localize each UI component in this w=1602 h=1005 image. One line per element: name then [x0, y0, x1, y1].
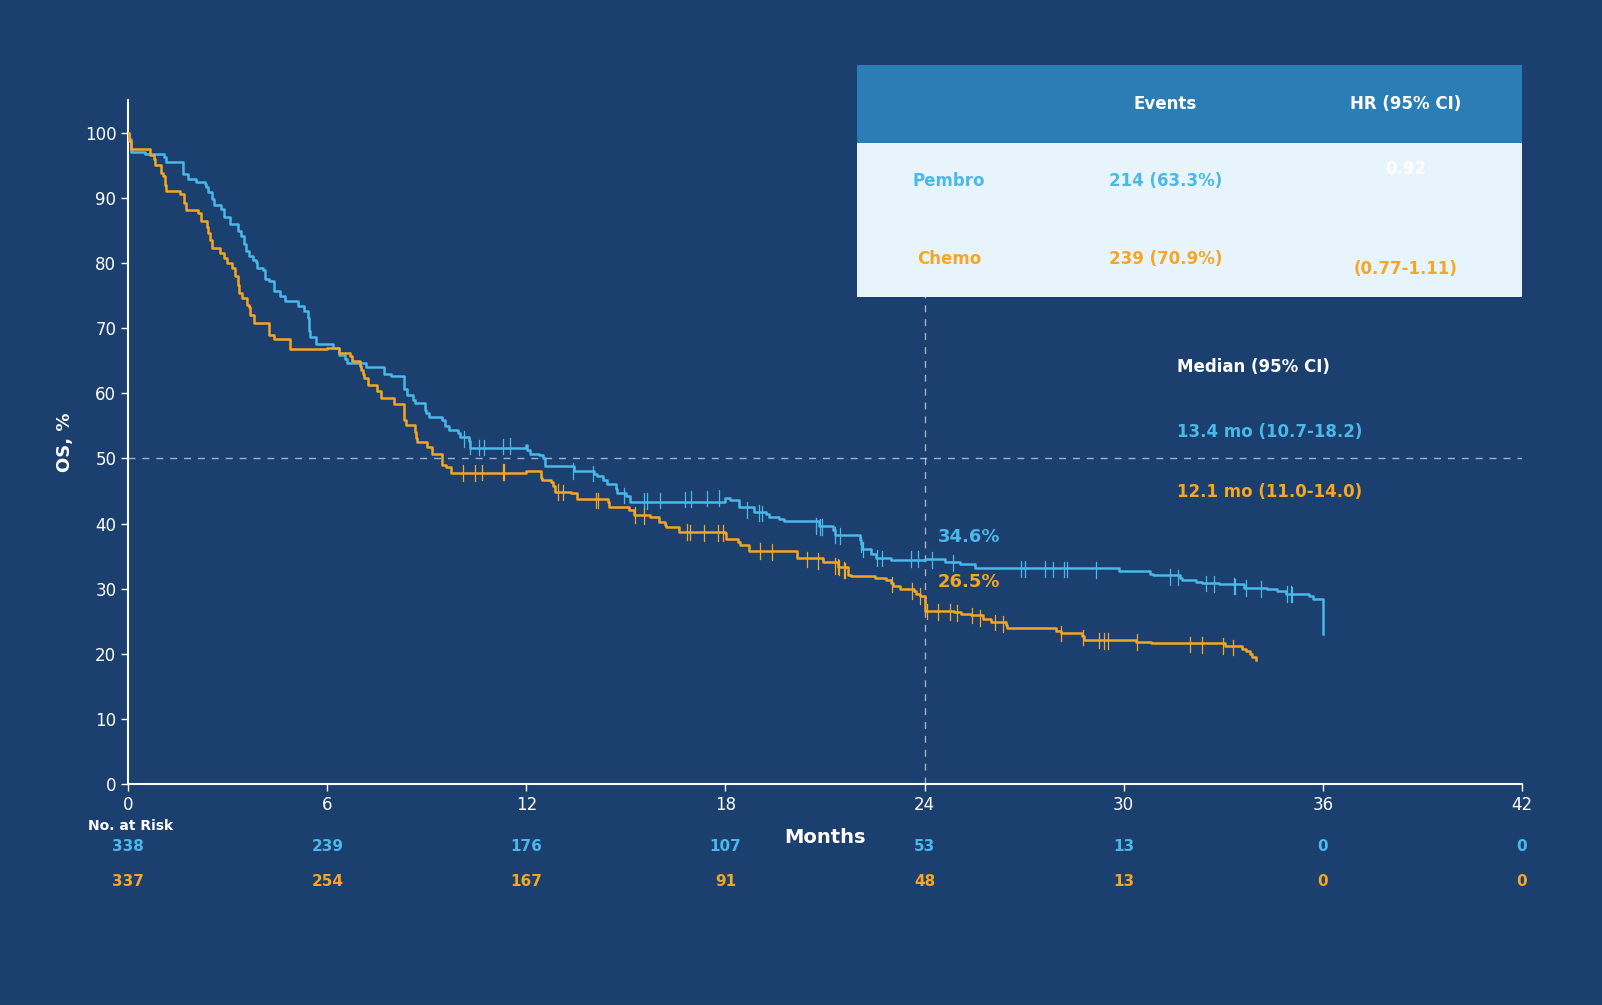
Text: 13: 13	[1113, 839, 1134, 854]
Text: 254: 254	[311, 874, 343, 889]
Text: 34.6%: 34.6%	[937, 528, 1000, 546]
Text: Events: Events	[1134, 95, 1197, 113]
Text: 53: 53	[915, 839, 936, 854]
Text: 13.4 mo (10.7-18.2): 13.4 mo (10.7-18.2)	[1177, 423, 1363, 441]
Text: 337: 337	[112, 874, 144, 889]
Text: 0: 0	[1517, 874, 1527, 889]
Text: (0.77-1.11): (0.77-1.11)	[1354, 260, 1458, 277]
Text: 26.5%: 26.5%	[937, 573, 1000, 591]
Text: Pembro: Pembro	[913, 173, 985, 190]
Text: Median (95% CI): Median (95% CI)	[1177, 358, 1330, 376]
Text: 167: 167	[511, 874, 543, 889]
Text: 12.1 mo (11.0-14.0): 12.1 mo (11.0-14.0)	[1177, 483, 1363, 501]
Text: 0: 0	[1317, 874, 1328, 889]
Text: Chemo: Chemo	[916, 250, 982, 267]
Text: 239: 239	[311, 839, 343, 854]
Text: No. at Risk: No. at Risk	[88, 819, 173, 833]
Text: 0: 0	[1517, 839, 1527, 854]
Y-axis label: OS, %: OS, %	[56, 412, 74, 472]
X-axis label: Months: Months	[785, 827, 865, 846]
Text: 176: 176	[511, 839, 543, 854]
Text: 0.92: 0.92	[1386, 161, 1426, 178]
Text: 214 (63.3%): 214 (63.3%)	[1109, 173, 1222, 190]
Text: 91: 91	[714, 874, 735, 889]
Text: HR (95% CI): HR (95% CI)	[1350, 95, 1461, 113]
Text: 239 (70.9%): 239 (70.9%)	[1109, 250, 1222, 267]
Text: 338: 338	[112, 839, 144, 854]
Text: 107: 107	[710, 839, 742, 854]
Text: 48: 48	[915, 874, 936, 889]
Text: 13: 13	[1113, 874, 1134, 889]
Text: 0: 0	[1317, 839, 1328, 854]
